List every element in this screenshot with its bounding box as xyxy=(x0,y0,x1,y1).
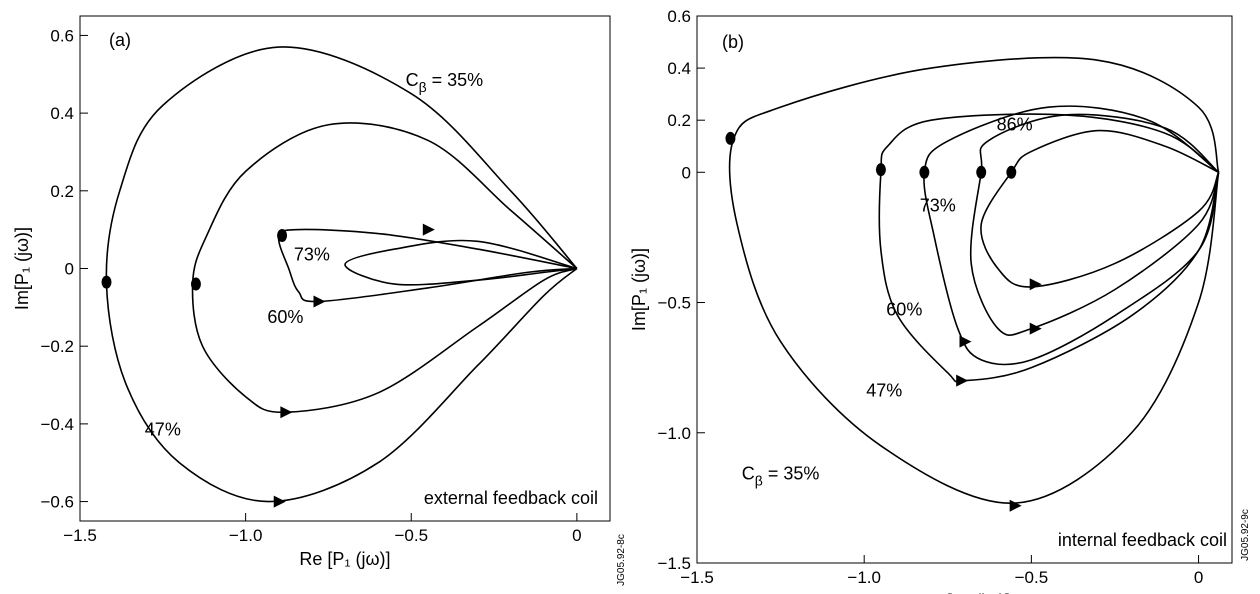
series-label: 86% xyxy=(997,115,1033,135)
x-tick-label: 0 xyxy=(1194,568,1203,587)
y-tick-label: 0.2 xyxy=(50,182,74,201)
direction-arrow xyxy=(1029,278,1042,291)
x-tick-label: −0.5 xyxy=(1015,568,1049,587)
start-marker xyxy=(875,163,886,177)
plot-frame xyxy=(79,15,611,522)
start-marker xyxy=(919,165,930,179)
series-label: 60% xyxy=(886,300,922,320)
y-axis-label: Im[P₁ (jω)] xyxy=(12,227,32,310)
y-tick-label: −0.4 xyxy=(40,415,74,434)
start-marker xyxy=(190,277,201,291)
series-line xyxy=(980,129,1220,288)
y-tick-label: −0.5 xyxy=(657,294,691,313)
direction-arrow xyxy=(422,223,435,236)
coil-note: internal feedback coil xyxy=(1058,530,1227,550)
x-tick-label: −1.5 xyxy=(680,568,714,587)
direction-arrow xyxy=(1009,499,1022,512)
start-marker xyxy=(277,228,288,242)
series-label: 47% xyxy=(866,380,902,400)
y-tick-label: 0.2 xyxy=(667,111,691,130)
panel-label: (a) xyxy=(109,30,131,50)
series-line xyxy=(105,46,578,503)
start-marker xyxy=(101,275,112,289)
series-label: Cβ = 35% xyxy=(742,464,820,489)
figure-id: JG05.92-8c xyxy=(616,534,627,586)
x-tick-label: −1.0 xyxy=(847,568,881,587)
series-label: 47% xyxy=(145,420,181,440)
panel-label: (b) xyxy=(722,32,744,52)
y-tick-label: −0.2 xyxy=(40,337,74,356)
direction-arrow xyxy=(273,495,286,508)
panel-a-chart: −1.5 −1.0 −0.5 0 0.6 0.4 0.2 0 −0.2 −0.4 −0.6 Re [P… xyxy=(12,15,627,586)
y-tick-label: 0.6 xyxy=(667,7,691,26)
series-line xyxy=(344,239,578,286)
x-tick-label: 0 xyxy=(572,526,581,545)
direction-arrow xyxy=(313,295,326,308)
x-tick-label: −1.5 xyxy=(63,526,97,545)
series-label: 60% xyxy=(267,307,303,327)
x-axis-label: Re [P₁ (jω)] xyxy=(919,591,1010,594)
coil-note: external feedback coil xyxy=(424,488,598,508)
start-marker xyxy=(1006,165,1017,179)
y-tick-label: 0.6 xyxy=(50,26,74,45)
y-tick-label: −1.5 xyxy=(657,554,691,573)
series-line xyxy=(191,122,578,414)
x-tick-label: −0.5 xyxy=(394,526,428,545)
direction-arrow xyxy=(956,374,969,387)
start-marker xyxy=(725,131,736,145)
series-line xyxy=(728,56,1220,504)
y-tick-label: 0.4 xyxy=(50,104,74,123)
series-label: 73% xyxy=(294,245,330,265)
y-axis-label: Im[P₁ (jω)] xyxy=(629,248,649,331)
series-label: 73% xyxy=(920,195,956,215)
x-tick-label: −1.0 xyxy=(229,526,263,545)
direction-arrow xyxy=(959,335,972,348)
series-line xyxy=(277,228,578,303)
panel-b-chart: −1.5 −1.0 −0.5 0 0.6 0.4 0.2 0 −0.5 −1.0 −1.5 Re [P… xyxy=(629,7,1251,594)
figure-id: JG05.92-9c xyxy=(1240,509,1251,561)
y-tick-label: −1.0 xyxy=(657,424,691,443)
start-marker xyxy=(976,165,987,179)
direction-arrow xyxy=(1029,322,1042,335)
series-label: Cβ = 35% xyxy=(406,70,484,95)
y-tick-label: 0 xyxy=(65,260,74,279)
y-tick-label: −0.6 xyxy=(40,493,74,512)
y-tick-label: 0 xyxy=(682,163,691,182)
y-tick-label: 0.4 xyxy=(667,59,691,78)
plot-frame xyxy=(696,15,1233,564)
x-axis-label: Re [P₁ (jω)] xyxy=(299,549,390,569)
series-line xyxy=(969,113,1220,336)
direction-arrow xyxy=(280,406,293,419)
series-line xyxy=(923,105,1220,366)
